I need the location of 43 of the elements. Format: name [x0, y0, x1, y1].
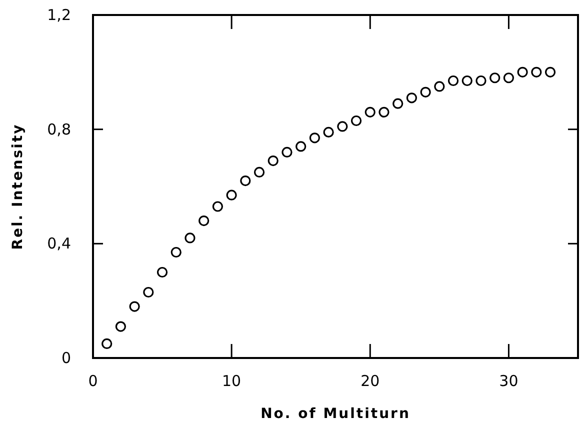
- point: [531, 66, 542, 78]
- point: [296, 141, 306, 152]
- point: [350, 115, 362, 126]
- point: [406, 92, 418, 104]
- point: [420, 86, 431, 98]
- x-axis-title: No. of Multiturn: [260, 406, 410, 422]
- point: [476, 75, 486, 86]
- point: [268, 155, 278, 166]
- point: [254, 166, 265, 178]
- point: [170, 246, 182, 258]
- point: [378, 106, 390, 118]
- point: [129, 301, 140, 312]
- point: [115, 321, 126, 332]
- point: [143, 286, 154, 298]
- point: [212, 201, 224, 212]
- y-tick-label: 0,8: [47, 120, 71, 138]
- point: [434, 81, 445, 92]
- point: [226, 190, 237, 200]
- y-tick-label: 0,4: [47, 234, 71, 253]
- point: [544, 66, 556, 78]
- x-tick-label: 0: [88, 372, 98, 390]
- y-axis-title: Rel. Intensity: [10, 123, 26, 250]
- point: [392, 98, 404, 109]
- point: [490, 72, 500, 84]
- point: [503, 72, 514, 84]
- point: [198, 216, 210, 226]
- point: [323, 126, 334, 138]
- x-tick-label: 30: [499, 372, 518, 390]
- point: [517, 66, 528, 78]
- point: [102, 338, 112, 350]
- point: [282, 146, 292, 158]
- point: [309, 132, 320, 144]
- point: [448, 75, 459, 86]
- x-tick-label: 10: [222, 372, 242, 390]
- y-tick-label: 1,2: [47, 6, 71, 24]
- x-tick-label: 20: [360, 372, 380, 390]
- point: [364, 106, 376, 118]
- point: [184, 232, 196, 244]
- point: [462, 75, 472, 86]
- point: [337, 121, 348, 132]
- y-tick-label: 0: [61, 349, 71, 367]
- point: [240, 175, 251, 186]
- point: [156, 266, 168, 278]
